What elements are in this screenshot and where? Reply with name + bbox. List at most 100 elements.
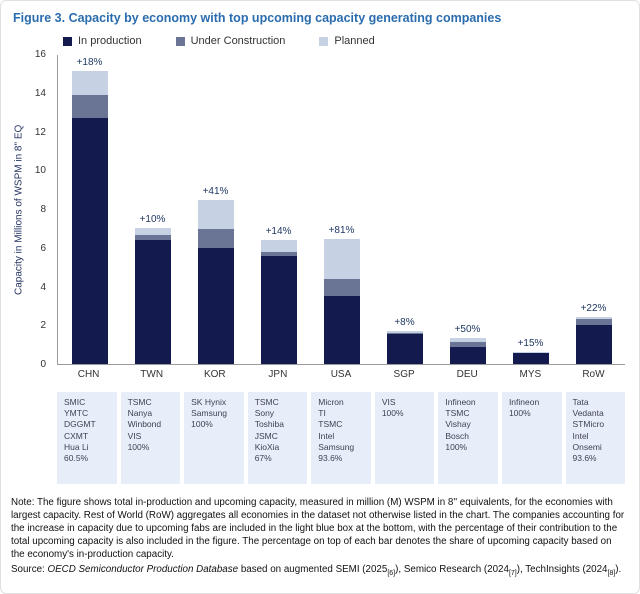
bar-segment-under-construction: [512, 352, 549, 354]
company-box-line: SMIC: [64, 397, 86, 407]
x-axis-label: KOR: [203, 369, 226, 380]
legend-item: Under Construction: [175, 35, 286, 47]
y-axis-ticks: 0 2 4 6 8 10 12 14 16: [27, 49, 53, 370]
bar-column: +15%: [499, 55, 562, 364]
bar-percent-label: +81%: [328, 225, 355, 237]
x-axis-label: RoW: [582, 369, 605, 380]
legend-label: Planned: [334, 35, 375, 47]
bar-segment-planned: [71, 71, 108, 95]
x-axis-label: JPN: [268, 369, 288, 380]
company-box-line: 100%: [191, 419, 213, 430]
company-box: Infineon 100%: [501, 392, 562, 484]
bar-segment-planned: [386, 331, 423, 333]
bar-segment-planned: [134, 228, 171, 236]
bar-column: +8%: [373, 55, 436, 364]
company-box-line: Toshiba: [254, 419, 284, 430]
y-tick-label: 12: [34, 126, 46, 138]
y-tick-label: 8: [40, 204, 46, 215]
source-segment: Source:: [11, 564, 48, 576]
company-box: Tata Vedanta STMicro Intel Onsemi 93.6%: [565, 392, 626, 484]
source-segment: [8]: [607, 570, 616, 578]
source-segment: [6]: [387, 570, 396, 578]
x-axis-label: TWN: [140, 369, 164, 380]
company-box-line: Onsemi: [572, 441, 602, 452]
bar-segment-under-construction: [323, 278, 360, 297]
chart: Capacity in Millions of WSPM in 8" EQ 0 2…: [11, 49, 625, 370]
bar-segment-under-construction: [134, 235, 171, 240]
company-box-line: Bosch: [445, 430, 469, 441]
plot-wrap: 0 2 4 6 8 10 12 14 16 +18% +10% +41% +14% +81% +8% +50…: [27, 49, 625, 370]
legend-color-swatch: [319, 36, 329, 46]
company-box: TSMC Nanya Winbond VIS 100%: [120, 392, 181, 484]
source-segment: ), Semico Research (2024: [395, 564, 509, 576]
company-box-line: KioXia: [254, 441, 280, 452]
company-box: TSMC Sony Toshiba JSMC KioXia 67%: [247, 392, 308, 484]
bar-column: +18%: [58, 55, 121, 364]
bar-segment-planned: [512, 351, 549, 353]
company-box-line: VIS: [127, 430, 142, 441]
x-axis-label: USA: [330, 369, 352, 380]
company-box-line: Samsung: [191, 408, 228, 419]
x-axis-labels: CHN TWN KOR JPN USA SGP DEU MYS RoW: [57, 369, 625, 380]
y-tick-label: 2: [40, 320, 46, 332]
company-box-line: JSMC: [254, 430, 278, 441]
company-box-line: Tata: [572, 397, 589, 407]
bar-segment-in-production: [386, 334, 423, 364]
bar-percent-label: +10%: [139, 214, 166, 226]
bar-segment-planned: [575, 316, 612, 320]
company-box-line: Samsung: [318, 441, 355, 452]
bar-segment-in-production: [260, 255, 297, 364]
bar-segment-planned: [260, 240, 297, 252]
legend-label: Under Construction: [190, 35, 286, 47]
company-box-line: Vishay: [445, 419, 471, 430]
company-box-line: TI: [318, 408, 326, 419]
bar-segment-in-production: [575, 325, 612, 364]
company-box-line: Hua Li: [64, 441, 89, 452]
company-box-line: Infineon: [508, 397, 540, 407]
company-box-line: 100%: [508, 408, 531, 419]
legend-item: In production: [63, 35, 142, 47]
company-box-line: CXMT: [64, 430, 89, 441]
company-box-line: STMicro: [572, 419, 605, 430]
bar-column: +50%: [436, 55, 499, 364]
company-box: SK Hynix Samsung 100%: [184, 392, 244, 484]
bar-segment-in-production: [134, 240, 171, 364]
legend-item: Planned: [319, 35, 375, 47]
y-tick-label: 6: [40, 242, 46, 254]
company-box-line: 100%: [127, 441, 150, 452]
y-tick-label: 16: [34, 49, 46, 60]
company-box-line: 93.6%: [318, 453, 343, 464]
company-box-line: 100%: [381, 408, 404, 419]
company-box-line: Intel: [318, 430, 335, 441]
bar-percent-label: +50%: [454, 323, 481, 335]
bar-column: +81%: [310, 55, 373, 364]
company-box: Infineon TSMC Vishay Bosch 100%: [438, 392, 498, 484]
bar-percent-label: +15%: [517, 337, 544, 349]
bar-segment-under-construction: [449, 341, 486, 347]
y-tick-label: 10: [34, 165, 46, 177]
company-box-line: Infineon: [445, 397, 476, 407]
company-box-line: SK Hynix: [191, 397, 227, 407]
bar-percent-label: +8%: [394, 317, 415, 329]
note-text: Note: The figure shows total in-producti…: [11, 497, 625, 561]
source-segment: [7]: [508, 570, 517, 578]
bar-segment-planned: [197, 200, 234, 230]
company-box-line: TSMC: [318, 419, 343, 430]
company-boxes: SMIC YMTC DGGMT CXMT Hua Li 60.5% TSMC Nanya Win…: [57, 392, 626, 484]
source-text: Source: OECD Semiconductor Production Da…: [11, 564, 625, 577]
x-axis-label: SGP: [393, 369, 415, 380]
company-box-line: Nanya: [127, 408, 153, 419]
company-box-line: 67%: [254, 453, 272, 464]
bar-column: +41%: [184, 55, 247, 364]
company-box-line: 93.6%: [572, 453, 597, 464]
bar-segment-in-production: [512, 353, 549, 364]
bar-segment-in-production: [449, 346, 486, 364]
bar-segment-in-production: [71, 117, 108, 364]
bar-segment-under-construction: [575, 319, 612, 326]
bar-percent-label: +14%: [265, 226, 292, 238]
company-box-line: TSMC: [445, 408, 470, 419]
company-box: VIS 100%: [374, 392, 435, 484]
legend: In production Under Construction Planned: [63, 35, 625, 47]
bar-segment-planned: [449, 337, 486, 342]
